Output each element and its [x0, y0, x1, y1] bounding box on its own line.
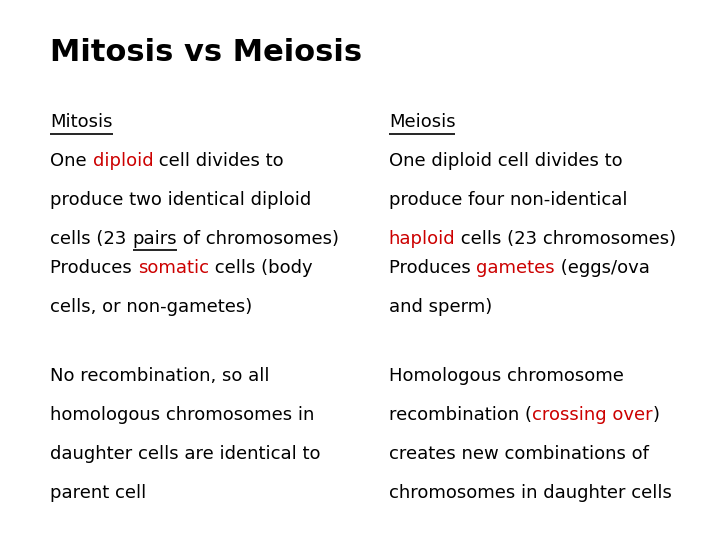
- Text: diploid: diploid: [93, 152, 153, 170]
- Text: haploid: haploid: [389, 230, 456, 248]
- Text: Mitosis: Mitosis: [50, 113, 113, 131]
- Text: cell divides to: cell divides to: [153, 152, 284, 170]
- Text: chromosomes in daughter cells: chromosomes in daughter cells: [389, 484, 672, 502]
- Text: cells (body: cells (body: [209, 259, 312, 277]
- Text: of chromosomes): of chromosomes): [177, 230, 339, 248]
- Text: produce two identical diploid: produce two identical diploid: [50, 191, 312, 209]
- Text: Mitosis vs Meiosis: Mitosis vs Meiosis: [50, 38, 363, 67]
- Text: produce four non-identical: produce four non-identical: [389, 191, 627, 209]
- Text: One: One: [50, 152, 93, 170]
- Text: ): ): [652, 406, 660, 424]
- Text: (eggs/ova: (eggs/ova: [555, 259, 650, 277]
- Text: Meiosis: Meiosis: [389, 113, 456, 131]
- Text: crossing over: crossing over: [532, 406, 652, 424]
- Text: daughter cells are identical to: daughter cells are identical to: [50, 445, 321, 463]
- Text: Produces: Produces: [50, 259, 138, 277]
- Text: parent cell: parent cell: [50, 484, 147, 502]
- Text: somatic: somatic: [138, 259, 209, 277]
- Text: recombination (: recombination (: [389, 406, 532, 424]
- Text: pairs: pairs: [132, 230, 177, 248]
- Text: cells, or non-gametes): cells, or non-gametes): [50, 298, 253, 316]
- Text: No recombination, so all: No recombination, so all: [50, 367, 270, 385]
- Text: and sperm): and sperm): [389, 298, 492, 316]
- Text: Homologous chromosome: Homologous chromosome: [389, 367, 624, 385]
- Text: cells (23 chromosomes): cells (23 chromosomes): [456, 230, 677, 248]
- Text: One diploid cell divides to: One diploid cell divides to: [389, 152, 622, 170]
- Text: cells (23: cells (23: [50, 230, 132, 248]
- Text: creates new combinations of: creates new combinations of: [389, 445, 649, 463]
- Text: gametes: gametes: [477, 259, 555, 277]
- Text: Produces: Produces: [389, 259, 477, 277]
- Text: homologous chromosomes in: homologous chromosomes in: [50, 406, 315, 424]
